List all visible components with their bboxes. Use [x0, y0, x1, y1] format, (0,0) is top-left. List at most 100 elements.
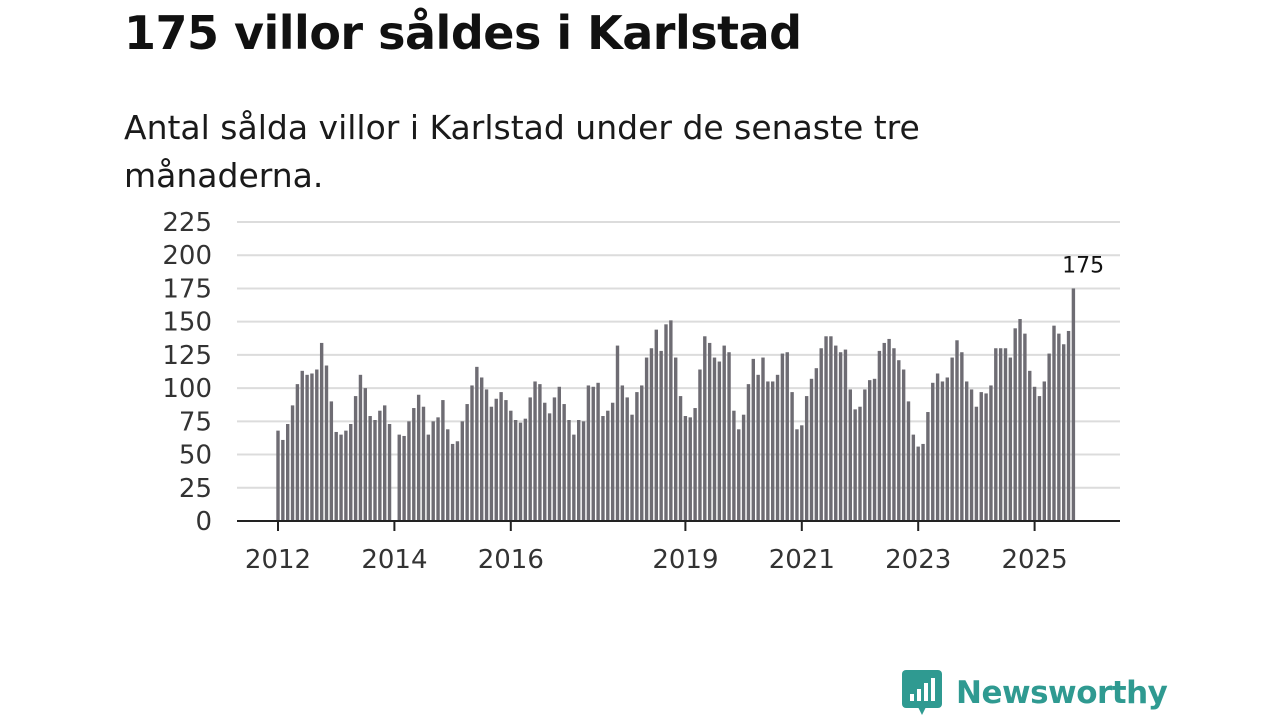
bar	[290, 405, 295, 521]
bar	[1037, 396, 1042, 521]
bar	[465, 404, 469, 521]
bar	[664, 324, 668, 521]
highlight-value-label: 175	[1062, 253, 1104, 278]
bar	[640, 385, 644, 521]
bar	[775, 374, 780, 521]
bar	[383, 405, 387, 521]
bar	[606, 410, 610, 521]
y-tick-label: 225	[162, 208, 212, 238]
bar	[838, 352, 843, 521]
bar	[329, 401, 334, 521]
bar	[843, 349, 848, 521]
bar	[1013, 328, 1017, 521]
x-tick-label: 2023	[885, 545, 951, 575]
bar	[669, 320, 673, 521]
bar	[722, 345, 726, 521]
bar	[441, 400, 445, 521]
x-tick-label: 2014	[361, 545, 427, 575]
bar	[785, 352, 789, 521]
chart-title: 175 villor såldes i Karlstad	[124, 6, 802, 60]
bar	[756, 374, 760, 521]
bar	[897, 360, 901, 521]
bar	[712, 357, 717, 521]
bar	[1071, 288, 1076, 521]
bar	[315, 369, 319, 521]
bar	[737, 429, 741, 521]
bar	[1042, 381, 1046, 521]
bar	[416, 394, 421, 521]
bar	[795, 429, 799, 521]
bar	[339, 434, 343, 521]
bar	[644, 357, 649, 521]
bar	[698, 369, 702, 521]
bar	[601, 416, 605, 521]
bar	[877, 350, 882, 521]
y-tick-label: 200	[162, 241, 212, 271]
bar	[751, 358, 755, 521]
bar	[809, 378, 814, 521]
bar	[286, 423, 290, 521]
chart-subtitle: Antal sålda villor i Karlstad under de s…	[124, 108, 920, 195]
bar	[324, 365, 329, 521]
bar	[591, 386, 595, 521]
bar	[494, 398, 498, 521]
bar	[387, 423, 392, 521]
bar	[635, 392, 639, 521]
bar	[310, 373, 314, 521]
bar	[727, 352, 731, 521]
bar	[819, 348, 823, 521]
y-tick-label: 75	[179, 407, 212, 437]
bar	[761, 357, 765, 521]
y-tick-label: 125	[162, 341, 212, 371]
bar	[276, 430, 280, 521]
bar	[625, 397, 629, 521]
x-tick-label: 2016	[478, 545, 544, 575]
bar	[732, 410, 736, 521]
bar	[363, 388, 367, 521]
bar	[538, 384, 542, 521]
bar	[872, 378, 877, 521]
bar	[741, 414, 746, 521]
y-tick-label: 50	[179, 441, 212, 471]
bar	[1066, 330, 1071, 521]
bar	[935, 373, 940, 521]
bar	[824, 336, 828, 521]
bar	[305, 374, 309, 521]
bar	[654, 329, 658, 521]
bar	[572, 434, 576, 521]
bar	[562, 404, 566, 521]
bar	[1008, 357, 1013, 521]
bar	[378, 410, 382, 521]
bar	[349, 423, 353, 521]
bar	[950, 357, 954, 521]
bar	[421, 406, 426, 521]
brand-logo: Newsworthy	[902, 670, 1168, 716]
bar	[615, 345, 620, 521]
bar	[620, 385, 625, 521]
bar	[969, 389, 974, 521]
bar	[717, 361, 722, 521]
bar	[533, 381, 537, 521]
bar	[450, 443, 455, 521]
bar	[446, 429, 450, 521]
bar	[945, 377, 949, 521]
bar	[804, 396, 809, 521]
bar	[659, 350, 663, 521]
bar	[882, 342, 886, 521]
bar	[906, 401, 911, 521]
bar	[334, 431, 338, 521]
bar	[368, 416, 372, 521]
bar	[858, 406, 862, 521]
x-tick-label: 2021	[769, 545, 835, 575]
bar	[581, 421, 586, 521]
bar	[649, 348, 654, 521]
bar	[552, 397, 557, 521]
bar	[475, 366, 479, 521]
bar	[707, 342, 712, 521]
bar	[829, 336, 833, 521]
bar	[504, 400, 508, 521]
bar	[887, 338, 891, 521]
bar	[703, 336, 707, 521]
bar	[1028, 370, 1032, 521]
